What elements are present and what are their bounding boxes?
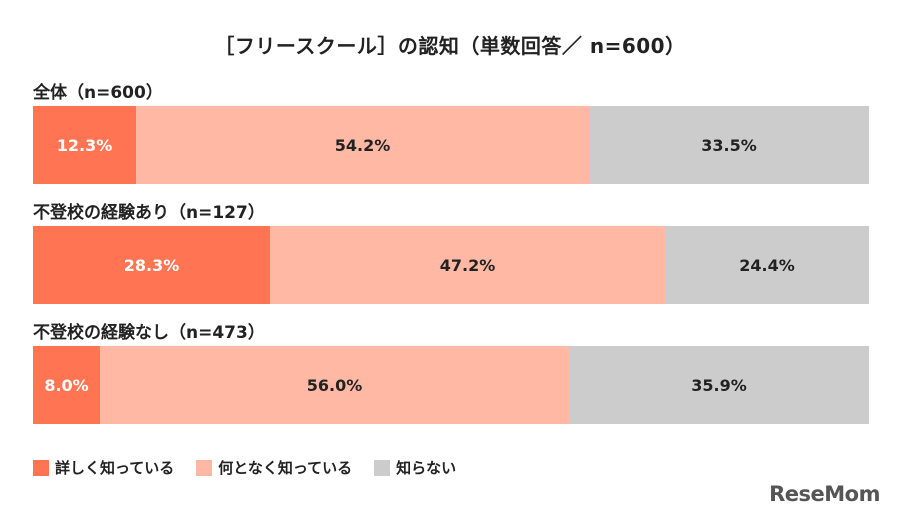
data-label: 24.4%	[739, 255, 795, 275]
legend-item: 何となく知っている	[196, 457, 352, 478]
stacked-bar: 8.0% 56.0% 35.9%	[33, 346, 869, 424]
group-label: 全体（n=600）	[33, 83, 163, 103]
legend-swatch	[196, 459, 213, 476]
data-label: 33.5%	[701, 135, 757, 155]
legend-label: 知らない	[396, 459, 457, 477]
legend-item: 詳しく知っている	[33, 457, 174, 478]
stacked-bar: 12.3% 54.2% 33.5%	[33, 106, 869, 184]
resemom-logo: ReseMom	[769, 482, 880, 506]
group-label: 不登校の経験あり（n=127）	[33, 203, 265, 223]
bar-segment: 12.3%	[33, 106, 136, 184]
data-label: 56.0%	[306, 375, 363, 395]
legend-label: 詳しく知っている	[55, 459, 175, 477]
legend-swatch	[33, 459, 49, 476]
bar-segment: 54.2%	[136, 106, 589, 184]
legend-label: 何となく知っている	[218, 459, 353, 477]
chart-title: ［フリースクール］の認知（単数回答／ n=600）	[214, 34, 686, 58]
legend-item: 知らない	[374, 457, 456, 478]
data-label: 35.9%	[691, 375, 747, 395]
bar-segment: 24.4%	[665, 226, 869, 304]
bar-segment: 56.0%	[100, 346, 569, 424]
bar-segment: 47.2%	[270, 226, 665, 304]
data-label: 54.2%	[334, 135, 391, 155]
bar-segment: 8.0%	[33, 346, 100, 424]
bar-segment: 35.9%	[569, 346, 869, 424]
data-label: 47.2%	[439, 255, 496, 275]
data-label: 8.0%	[44, 375, 89, 395]
legend-swatch	[374, 459, 391, 476]
stacked-bar: 28.3% 47.2% 24.4%	[33, 226, 869, 304]
bar-segment: 33.5%	[589, 106, 869, 184]
group-label: 不登校の経験なし（n=473）	[33, 323, 265, 343]
bar-segment: 28.3%	[33, 226, 270, 304]
data-label: 12.3%	[56, 135, 113, 155]
data-label: 28.3%	[123, 255, 180, 275]
chart-legend: 詳しく知っている 何となく知っている 知らない	[33, 457, 478, 478]
